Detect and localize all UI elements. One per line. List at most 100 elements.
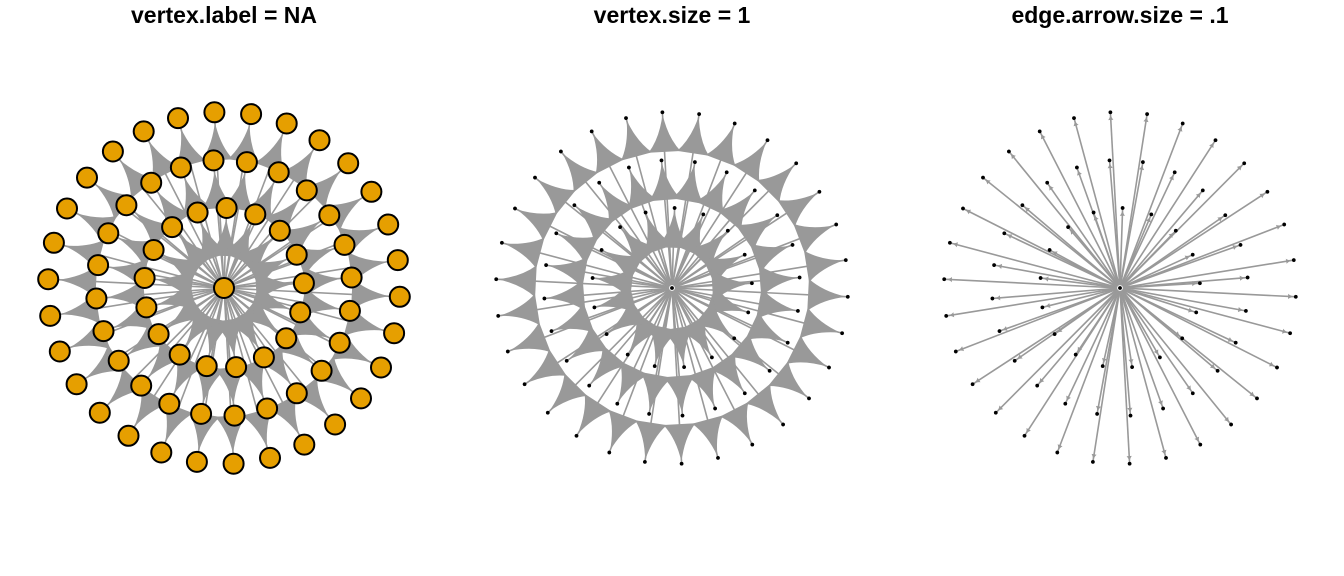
- edge-arrowhead: [756, 288, 797, 320]
- edge-arrowhead: [618, 361, 649, 403]
- edge-line: [1119, 287, 1201, 444]
- leaf-vertex: [1108, 110, 1113, 115]
- leaf-vertex: [574, 433, 579, 438]
- leaf-vertex: [1130, 365, 1135, 370]
- panel-title: edge.arrow.size = .1: [1011, 2, 1229, 28]
- edge-arrowhead: [647, 323, 679, 365]
- leaf-vertex: [107, 349, 130, 372]
- edge-line: [1119, 287, 1133, 366]
- leaf-vertex: [496, 313, 501, 318]
- edge-arrowhead: [106, 367, 145, 406]
- leaf-vertex: [732, 121, 737, 126]
- edge-arrowhead: [695, 173, 726, 215]
- edge-arrowhead: [1044, 303, 1051, 308]
- leaf-vertex: [647, 411, 652, 416]
- leaf-vertex: [142, 239, 165, 261]
- edge-arrowhead: [692, 415, 723, 457]
- edge-arrowhead: [553, 302, 595, 333]
- edge-line: [1108, 162, 1121, 289]
- leaf-vertex: [1190, 252, 1195, 257]
- edge-line: [1055, 287, 1121, 334]
- edge-arrowhead: [1209, 141, 1215, 148]
- edge-arrowhead: [951, 242, 958, 248]
- leaf-vertex: [749, 281, 754, 286]
- edge-line: [945, 278, 1121, 289]
- leaf-vertex: [1198, 442, 1203, 447]
- leaf-vertex: [386, 249, 409, 272]
- edge-arrowhead: [947, 312, 955, 318]
- edge-arrowhead: [732, 141, 767, 183]
- edge-line: [1050, 250, 1121, 289]
- leaf-vertex: [388, 285, 411, 308]
- edge-arrowhead: [577, 393, 612, 435]
- leaf-vertex: [942, 277, 947, 282]
- leaf-vertex: [827, 365, 831, 370]
- edge-arrowhead: [1174, 331, 1181, 338]
- leaf-vertex: [1149, 212, 1154, 217]
- edge-arrowhead: [256, 344, 292, 385]
- edge-arrowhead: [75, 213, 117, 245]
- edge-arrowhead: [499, 293, 540, 326]
- leaf-vertex: [709, 355, 714, 360]
- edge-arrowhead: [274, 327, 314, 365]
- network-graph: [942, 110, 1298, 466]
- edge-arrowhead: [148, 140, 180, 182]
- edge-line: [1119, 287, 1231, 424]
- edge-arrowhead: [1066, 395, 1071, 403]
- edge-arrowhead: [255, 270, 294, 303]
- leaf-vertex: [1074, 165, 1079, 170]
- leaf-vertex: [533, 175, 537, 180]
- leaf-vertex: [572, 203, 577, 208]
- edge-line: [1119, 244, 1240, 289]
- edge-arrowhead: [1040, 132, 1046, 140]
- edge-arrowhead: [657, 209, 690, 249]
- edge-arrowhead: [94, 183, 135, 221]
- leaf-vertex: [1265, 189, 1270, 194]
- leaf-vertex: [615, 401, 620, 406]
- edge-arrowhead: [678, 315, 711, 356]
- leaf-vertex: [944, 313, 949, 318]
- edge-line: [1042, 277, 1121, 289]
- edge-arrowhead: [1210, 363, 1217, 370]
- leaf-vertex: [285, 243, 308, 266]
- leaf-vertex: [597, 180, 602, 185]
- edge-arrowhead: [351, 278, 390, 311]
- edge-arrowhead: [1139, 163, 1145, 171]
- edge-arrowhead: [1077, 169, 1082, 176]
- edge-arrowhead: [1101, 358, 1107, 365]
- leaf-vertex: [1172, 170, 1177, 175]
- edge-arrowhead: [672, 163, 704, 204]
- edge-line: [1065, 287, 1121, 403]
- leaf-vertex: [499, 240, 504, 245]
- leaf-vertex: [1140, 160, 1145, 165]
- leaf-vertex: [624, 116, 628, 121]
- edge-arrowhead: [709, 351, 744, 392]
- leaf-vertex: [1063, 401, 1068, 406]
- leaf-vertex: [130, 374, 153, 397]
- edge-line: [996, 287, 1121, 413]
- leaf-vertex: [701, 212, 706, 217]
- edge-arrowhead: [995, 263, 1003, 269]
- leaf-vertex: [235, 151, 258, 174]
- leaf-vertex: [564, 358, 569, 363]
- edge-line: [1068, 227, 1121, 289]
- edge-arrowhead: [1285, 258, 1293, 264]
- leaf-vertex: [133, 267, 156, 289]
- leaf-vertex: [716, 455, 720, 460]
- leaf-vertex: [97, 222, 120, 245]
- leaf-vertex: [1275, 365, 1279, 370]
- hub-vertex: [669, 285, 675, 291]
- leaf-vertex: [1190, 391, 1195, 396]
- edge-line: [1119, 259, 1293, 289]
- leaf-vertex: [1157, 355, 1162, 360]
- edge-arrowhead: [1119, 209, 1125, 216]
- edge-arrowhead: [1282, 328, 1289, 334]
- edge-line: [1057, 287, 1121, 452]
- edge-line: [1119, 287, 1164, 408]
- edge-arrowhead: [526, 349, 567, 384]
- leaf-vertex: [168, 343, 191, 366]
- edge-line: [1119, 287, 1160, 357]
- edge-arrowhead: [705, 125, 736, 167]
- leaf-vertex: [1072, 116, 1076, 121]
- leaf-vertex: [1095, 411, 1100, 416]
